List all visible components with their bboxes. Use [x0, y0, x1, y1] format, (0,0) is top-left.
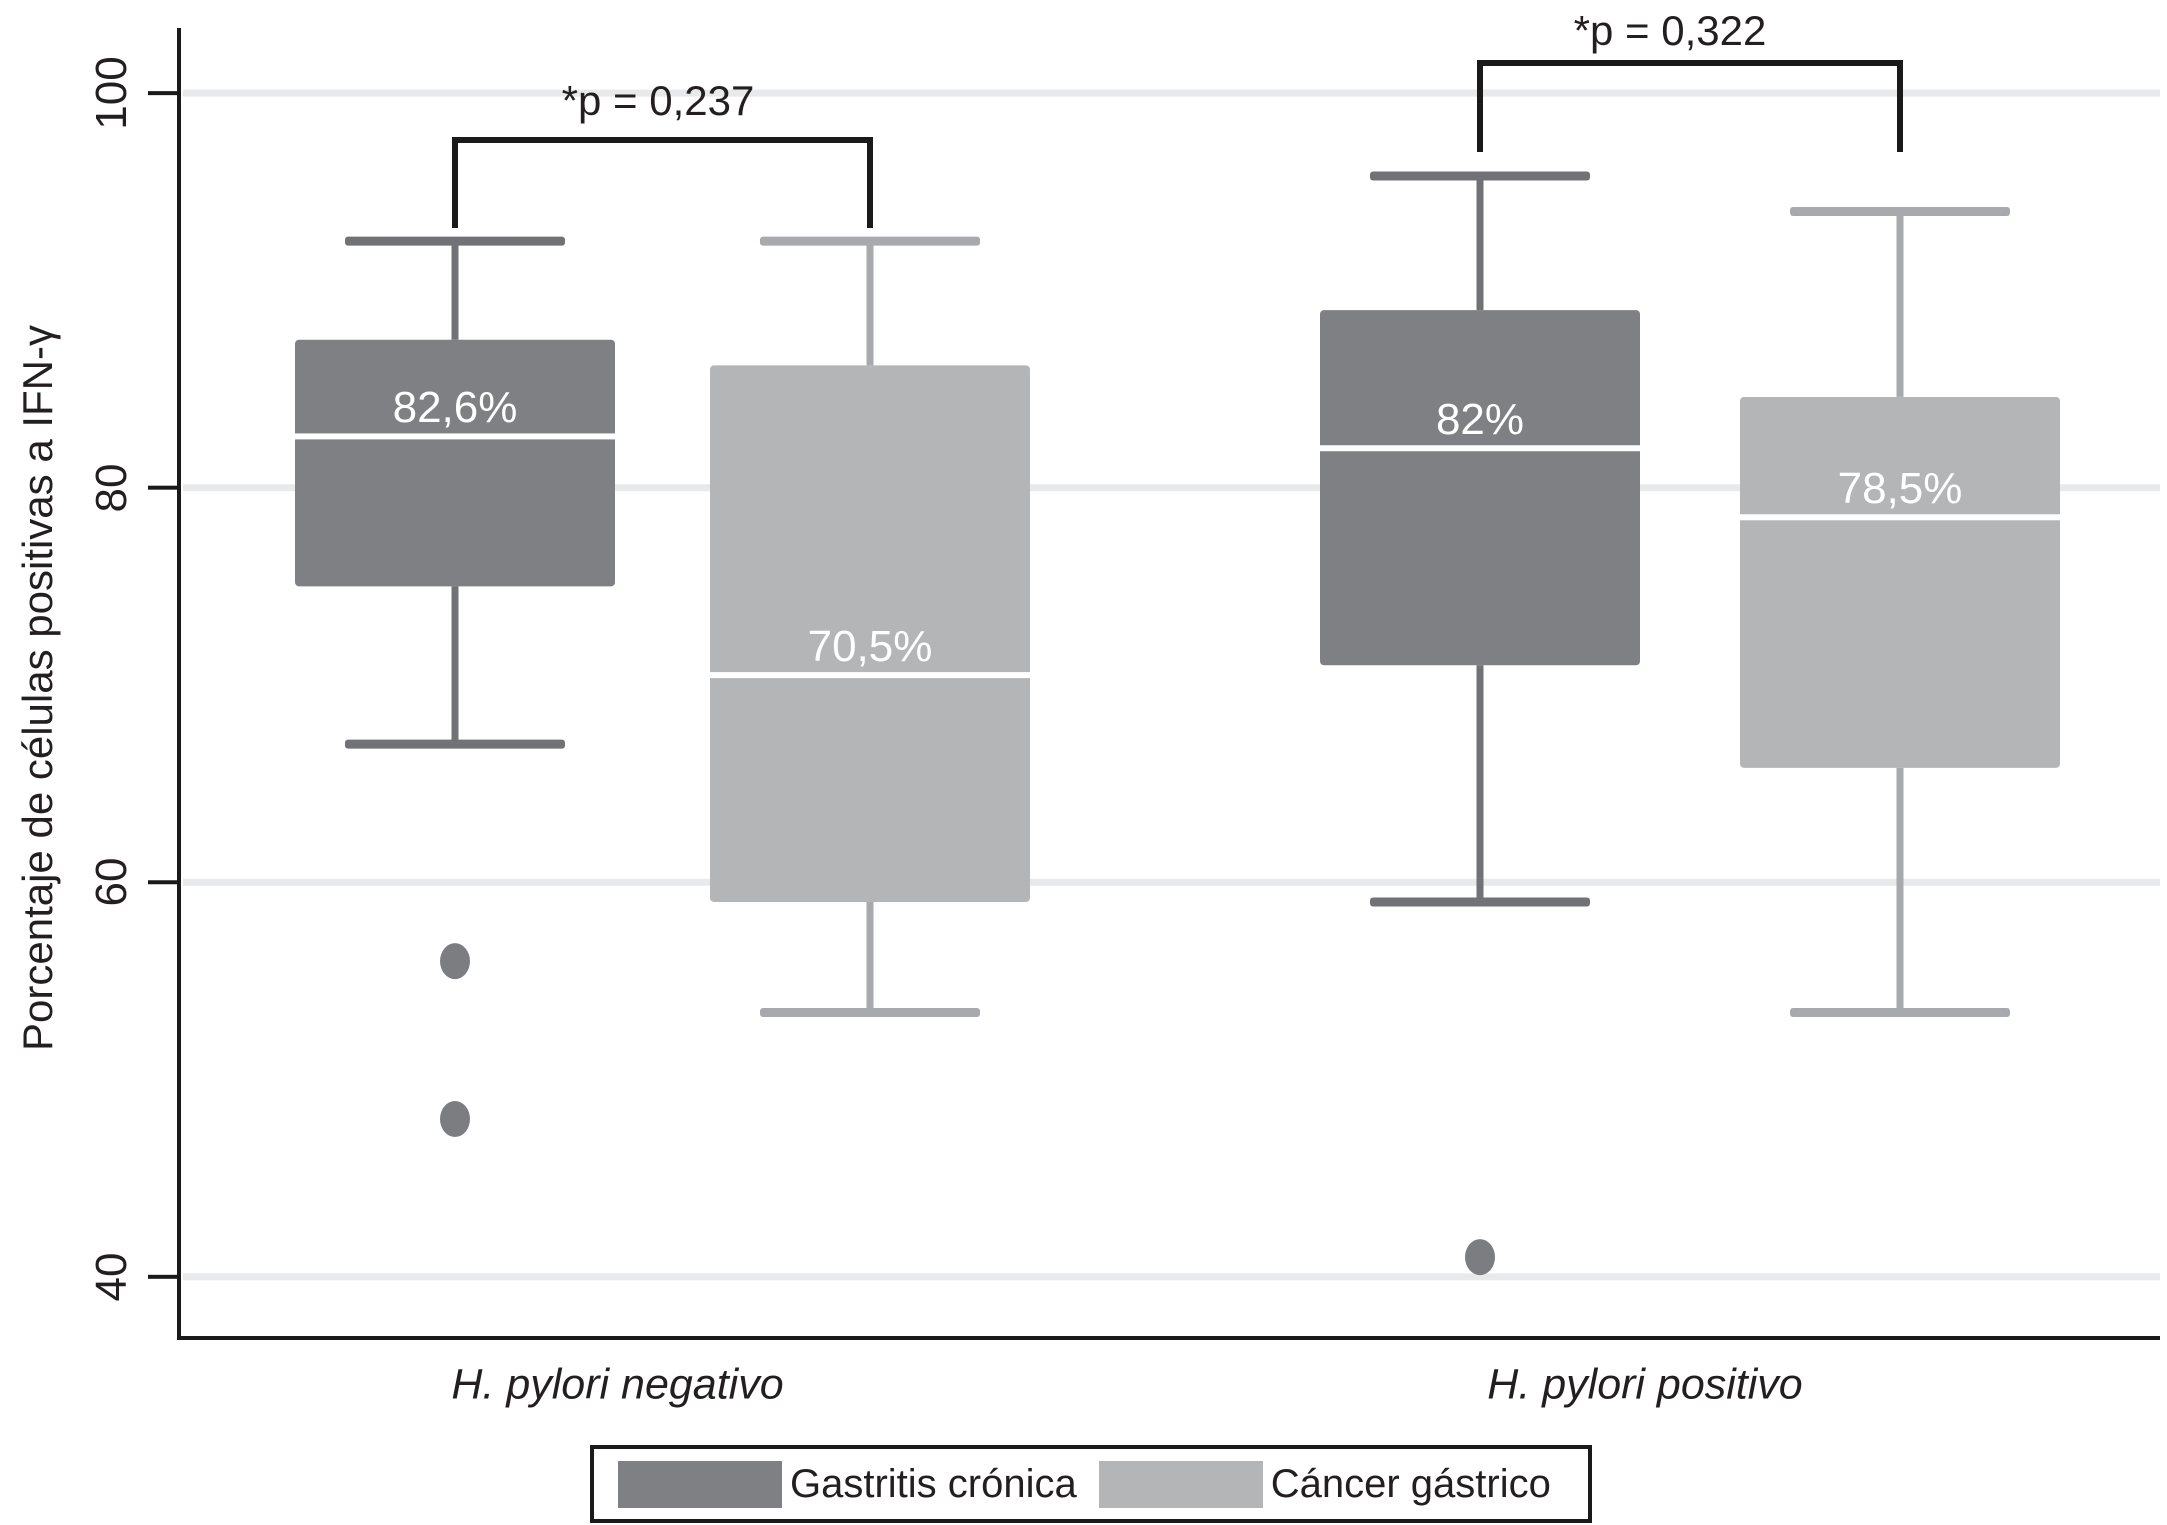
y-tick-label-60: 60 [87, 857, 136, 907]
y-axis-line [177, 28, 181, 1340]
upper-whisker-gastritis-cronica-positivo [1476, 175, 1484, 311]
y-axis-title: Porcentaje de células positivas a IFN-γ [14, 325, 61, 1051]
median-label-cancer-gastrico-positivo: 78,5% [1837, 464, 1963, 514]
outlier-point-gastritis-cronica-negativo-0 [440, 943, 470, 980]
x-axis-label-negativo: H. pylori negativo [451, 1360, 784, 1409]
y-tick-40 [148, 1274, 177, 1279]
x-axis-line [177, 1336, 2160, 1340]
box-cancer-gastrico-positivo [1740, 396, 2060, 768]
upper-whisker-cap-cancer-gastrico-positivo [1790, 206, 2010, 216]
legend-label-gastritis-cronica: Gastritis crónica [790, 1461, 1077, 1506]
y-tick-label-100: 100 [87, 56, 136, 130]
outlier-point-gastritis-cronica-positivo-0 [1465, 1239, 1495, 1276]
median-line-gastritis-cronica-negativo [295, 433, 615, 440]
median-line-cancer-gastrico-positivo [1740, 514, 2060, 521]
significance-bracket-negativo [452, 137, 873, 228]
median-label-cancer-gastrico-negativo: 70,5% [807, 622, 933, 672]
x-axis-label-positivo: H. pylori positivo [1487, 1360, 1803, 1409]
legend: Gastritis crónica Cáncer gástrico [590, 1445, 1592, 1523]
upper-whisker-cancer-gastrico-positivo [1896, 211, 1904, 397]
gridline-80 [183, 484, 2160, 492]
y-tick-60 [148, 880, 177, 885]
legend-swatch-gastritis-cronica [618, 1460, 782, 1508]
p-value-label-positivo: *p = 0,322 [1573, 7, 1767, 54]
lower-whisker-cap-gastritis-cronica-negativo [345, 739, 565, 749]
upper-whisker-cap-cancer-gastrico-negativo [760, 236, 980, 246]
significance-bracket-positivo [1477, 60, 1903, 152]
upper-whisker-gastritis-cronica-negativo [451, 241, 459, 340]
upper-whisker-cancer-gastrico-negativo [866, 241, 874, 366]
y-tick-80 [148, 485, 177, 490]
legend-swatch-cancer-gastrico [1098, 1460, 1263, 1508]
box-gastritis-cronica-negativo [295, 339, 615, 587]
lower-whisker-cap-cancer-gastrico-negativo [760, 1007, 980, 1017]
lower-whisker-cancer-gastrico-positivo [1896, 767, 1904, 1013]
lower-whisker-cap-cancer-gastrico-positivo [1790, 1007, 2010, 1017]
gridline-100 [183, 89, 2160, 97]
y-tick-100 [148, 91, 177, 96]
box-gastritis-cronica-positivo [1320, 310, 1640, 666]
legend-label-cancer-gastrico: Cáncer gástrico [1270, 1461, 1551, 1506]
median-label-gastritis-cronica-positivo: 82% [1435, 395, 1525, 445]
gridline-60 [183, 878, 2160, 886]
y-tick-label-80: 80 [87, 463, 136, 513]
y-tick-label-40: 40 [87, 1252, 136, 1302]
upper-whisker-cap-gastritis-cronica-positivo [1370, 171, 1590, 181]
lower-whisker-cancer-gastrico-negativo [866, 901, 874, 1013]
median-label-gastritis-cronica-negativo: 82,6% [392, 383, 518, 433]
p-value-label-negativo: *p = 0,237 [561, 77, 755, 124]
lower-whisker-gastritis-cronica-positivo [1476, 665, 1484, 902]
upper-whisker-cap-gastritis-cronica-negativo [345, 236, 565, 246]
gridline-40 [183, 1273, 2160, 1281]
median-line-cancer-gastrico-negativo [710, 672, 1030, 679]
median-line-gastritis-cronica-positivo [1320, 445, 1640, 452]
lower-whisker-gastritis-cronica-negativo [451, 586, 459, 745]
box-cancer-gastrico-negativo [710, 365, 1030, 902]
lower-whisker-cap-gastritis-cronica-positivo [1370, 897, 1590, 907]
outlier-point-gastritis-cronica-negativo-1 [440, 1100, 470, 1137]
